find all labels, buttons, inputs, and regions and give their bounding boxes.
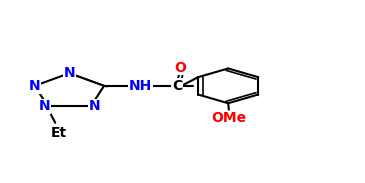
Text: N: N [89,99,100,113]
Text: O: O [174,61,186,74]
Text: OMe: OMe [211,111,246,126]
Text: C: C [172,79,182,93]
Text: NH: NH [129,79,152,93]
Text: Et: Et [51,126,67,140]
Text: N: N [64,66,75,80]
Text: N: N [29,79,41,93]
Text: N: N [38,99,50,113]
